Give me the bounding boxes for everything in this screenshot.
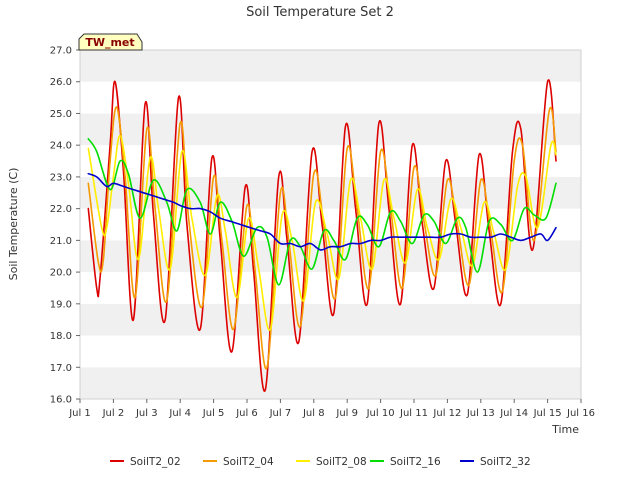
- x-tick-label: Jul 3: [135, 408, 158, 419]
- legend-item: SoilT2_16: [370, 456, 441, 468]
- x-axis: Jul 1 Jul 2 Jul 3 Jul 4 Jul 5 Jul 6 Jul 7 Jul 8…: [68, 399, 595, 419]
- station-badge: TW_met: [78, 33, 143, 51]
- y-axis-label: Soil Temperature (C): [7, 168, 20, 281]
- y-tick-label: 27.0: [50, 46, 72, 57]
- series-line-soilt2-02: [87, 79, 557, 392]
- grid-band: [80, 50, 581, 82]
- grid-band: [80, 113, 581, 146]
- x-tick-label: Jul 16: [566, 408, 595, 419]
- x-tick-label: Jul 7: [269, 408, 292, 419]
- grid-band: [80, 81, 581, 114]
- y-tick-label: 19.0: [50, 299, 72, 310]
- legend-item: SoilT2_02: [110, 456, 181, 468]
- grid-band: [80, 335, 581, 368]
- x-tick-label: Jul 15: [533, 408, 562, 419]
- y-tick-label: 17.0: [50, 363, 72, 374]
- x-tick-label: Jul 1: [68, 408, 91, 419]
- x-tick-label: Jul 12: [432, 408, 461, 419]
- y-tick-label: 20.0: [50, 268, 72, 279]
- x-tick-label: Jul 13: [466, 408, 495, 419]
- y-axis: 16.0 17.0 18.0 19.0 20.0 21.0 22.0 23.0 24.0 25.0…: [50, 46, 80, 406]
- legend-item: SoilT2_04: [203, 456, 274, 468]
- legend: SoilT2_02 SoilT2_04 SoilT2_08 SoilT2_16 Soil…: [110, 456, 531, 468]
- series-lines: [87, 79, 557, 392]
- plot-area-frame: [79, 49, 582, 400]
- y-tick-label: 16.0: [50, 395, 72, 406]
- chart-title: Soil Temperature Set 2: [246, 5, 394, 20]
- x-tick-label: Jul 9: [335, 408, 358, 419]
- grid-band: [80, 145, 581, 177]
- series-line-soilt2-32: [87, 172, 557, 251]
- legend-item: SoilT2_32: [460, 456, 531, 468]
- y-tick-label: 21.0: [50, 236, 72, 247]
- x-tick-label: Jul 2: [102, 408, 125, 419]
- x-tick-label: Jul 14: [499, 408, 528, 419]
- legend-label: SoilT2_32: [480, 456, 531, 468]
- y-tick-label: 24.0: [50, 141, 72, 152]
- legend-label: SoilT2_02: [130, 456, 181, 468]
- y-tick-label: 26.0: [50, 77, 72, 88]
- legend-item: SoilT2_08: [296, 456, 367, 468]
- plot-background-bands: [80, 50, 581, 399]
- legend-label: SoilT2_08: [316, 456, 367, 468]
- legend-label: SoilT2_04: [223, 456, 274, 468]
- grid-band: [80, 367, 581, 399]
- legend-label: SoilT2_16: [390, 456, 441, 468]
- y-tick-label: 18.0: [50, 331, 72, 342]
- x-tick-label: Jul 4: [168, 408, 191, 419]
- x-tick-label: Jul 8: [302, 408, 325, 419]
- x-tick-label: Jul 11: [399, 408, 428, 419]
- y-tick-label: 25.0: [50, 109, 72, 120]
- x-tick-label: Jul 10: [366, 408, 395, 419]
- x-tick-label: Jul 6: [235, 408, 258, 419]
- series-line-soilt2-08: [87, 134, 557, 331]
- station-badge-label: TW_met: [85, 36, 134, 49]
- series-line-soilt2-04: [87, 106, 557, 370]
- station-badge-box: [78, 33, 143, 51]
- series-line-soilt2-16: [87, 138, 557, 286]
- y-tick-label: 22.0: [50, 204, 72, 215]
- y-tick-label: 23.0: [50, 172, 72, 183]
- x-tick-label: Jul 5: [202, 408, 225, 419]
- x-axis-label: Time: [551, 423, 579, 436]
